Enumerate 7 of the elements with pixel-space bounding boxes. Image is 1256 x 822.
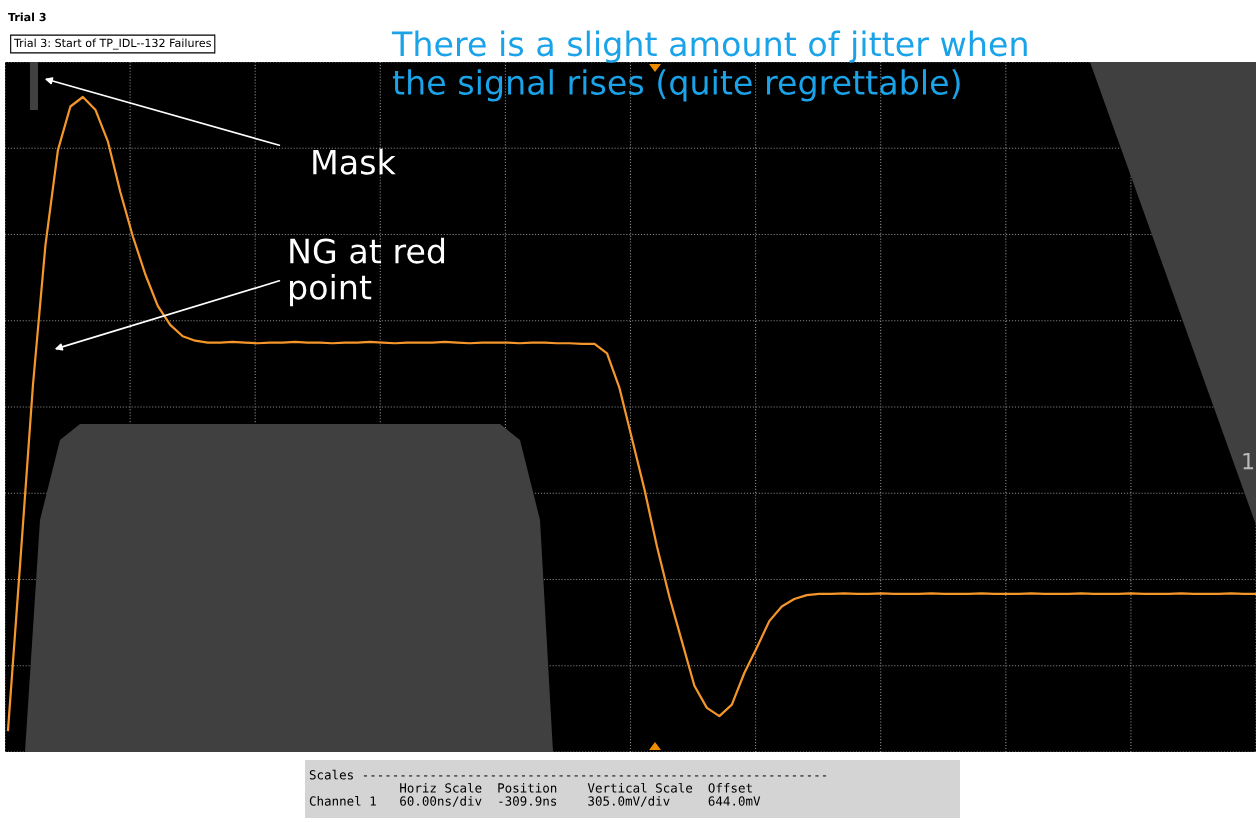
annotation: There is a slight amount of jitter when the signal rises (quite regrettable) — [391, 30, 1027, 102]
chart-subtitle: Trial 3: Start of TP_IDL--132 Failures — [13, 38, 211, 50]
annotation: NG at red point — [290, 237, 445, 307]
text: Scales -------------------------------------------------------------- Horiz Scale Position Vertical Scale Offset Channel 1 60.00ns/div -309.9ns 305.0mV/div 644.0mV — [309, 769, 827, 807]
annotation: 1 — [1243, 452, 1254, 470]
annotation: Mask — [313, 148, 396, 175]
chart-title: Trial 3 — [8, 12, 46, 22]
